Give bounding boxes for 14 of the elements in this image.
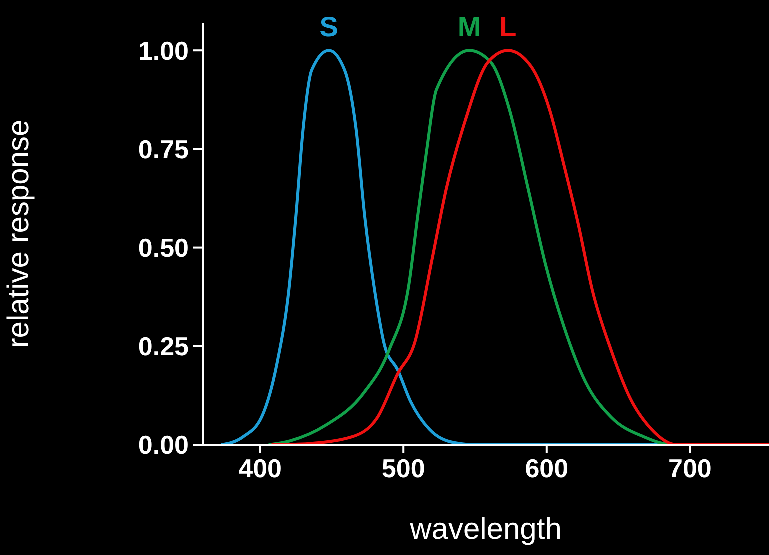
series-label: M: [458, 12, 482, 43]
y-axis-title: relative response: [2, 120, 36, 348]
y-tick-label: 0.25: [138, 332, 189, 362]
x-tick-label: 500: [382, 453, 426, 484]
y-tick-label: 0.00: [138, 430, 189, 460]
series-label: S: [320, 12, 338, 43]
y-tick-label: 0.75: [138, 134, 189, 164]
y-tick-label: 0.50: [138, 233, 189, 264]
y-tick-label: 1.00: [138, 36, 189, 66]
series-label: L: [500, 12, 517, 43]
x-axis-title: wavelength: [409, 513, 562, 546]
x-tick-label: 700: [668, 453, 712, 484]
x-tick-label: 600: [525, 453, 569, 484]
x-tick-label: 400: [238, 453, 282, 484]
